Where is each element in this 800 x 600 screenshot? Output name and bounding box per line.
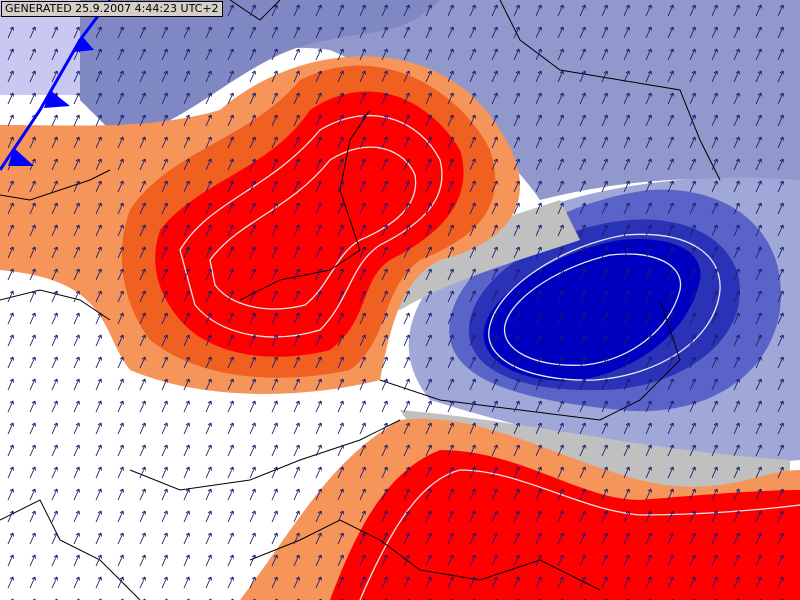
front-triangles <box>8 36 94 166</box>
generated-stamp: GENERATED 25.9.2007 4:44:23 UTC+2 <box>1 1 223 17</box>
cold-front <box>0 0 112 171</box>
